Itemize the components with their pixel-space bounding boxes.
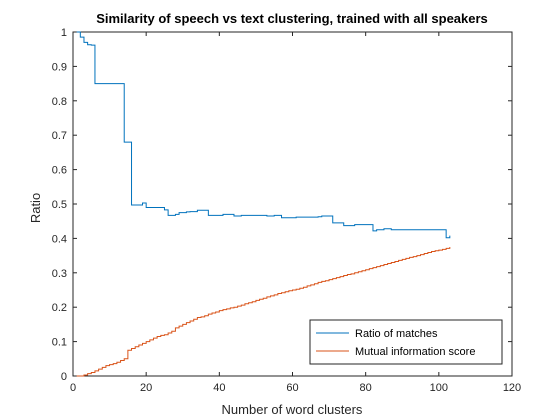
x-tick-label: 80 <box>360 382 372 394</box>
x-tick-label: 100 <box>430 382 448 394</box>
x-tick-label: 0 <box>70 382 76 394</box>
y-tick-label: 1 <box>61 27 67 39</box>
y-tick-label: 0.2 <box>52 302 67 314</box>
y-tick-label: 0.3 <box>52 268 67 280</box>
x-tick-label: 20 <box>140 382 152 394</box>
y-tick-label: 0.1 <box>52 337 67 349</box>
x-axis-label: Number of word clusters <box>222 402 363 417</box>
x-tick-label: 60 <box>286 382 298 394</box>
y-tick-label: 0.4 <box>52 233 67 245</box>
series-line-ratio-of-matches <box>76 31 451 239</box>
y-axis: 0 0.1 0.2 0.3 0.4 0.5 0.6 0.7 0.8 0.9 1 <box>52 27 512 383</box>
y-axis-label: Ratio <box>28 193 43 223</box>
x-axis: 0 20 40 60 80 100 120 <box>70 32 521 394</box>
y-tick-label: 0.9 <box>52 61 67 73</box>
y-tick-label: 0.5 <box>52 199 67 211</box>
legend-label-ratio-of-matches: Ratio of matches <box>355 328 438 340</box>
legend-box <box>309 319 503 365</box>
x-tick-label: 40 <box>213 382 225 394</box>
legend-label-mutual-information-score: Mutual information score <box>355 346 475 358</box>
y-tick-label: 0.7 <box>52 130 67 142</box>
y-tick-label: 0.8 <box>52 96 67 108</box>
y-tick-label: 0 <box>61 371 67 383</box>
series-lines <box>76 31 451 377</box>
chart-title: Similarity of speech vs text clustering,… <box>96 11 488 26</box>
series-line-mutual-information-score <box>76 247 451 377</box>
x-tick-label: 120 <box>503 382 521 394</box>
y-tick-label: 0.6 <box>52 165 67 177</box>
legend: Ratio of matches Mutual information scor… <box>309 319 503 365</box>
